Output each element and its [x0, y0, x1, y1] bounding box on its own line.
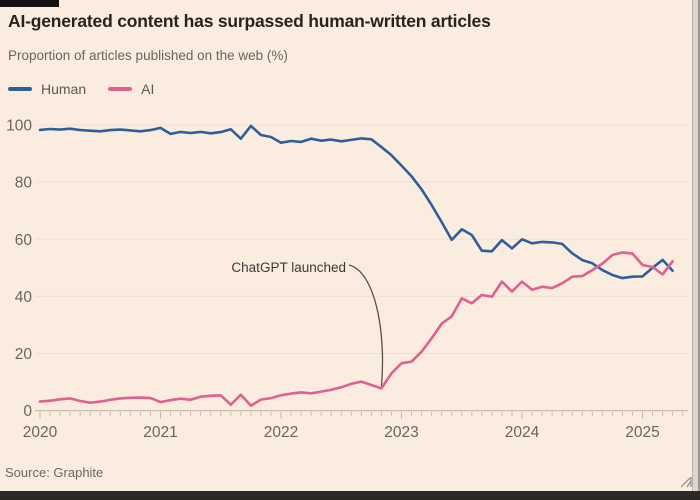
y-axis-labels: 0 20 40 60 80 100: [6, 118, 32, 421]
annotation-label: ChatGPT launched: [231, 260, 346, 275]
ai-line: [38, 251, 674, 407]
legend-item-human: Human: [8, 81, 86, 97]
y-tick-label: 80: [15, 175, 33, 192]
x-tick-label: 2023: [384, 424, 418, 441]
x-axis-labels: 2020 2021 2022 2023 2024 2025: [23, 424, 660, 441]
y-tick-label: 0: [23, 403, 32, 420]
x-tick-label: 2025: [625, 424, 659, 441]
human-line: [38, 124, 674, 280]
data-series: [38, 124, 674, 407]
legend: Human AI: [8, 81, 154, 97]
legend-item-ai: AI: [108, 81, 154, 97]
x-tick-label: 2020: [23, 424, 58, 441]
top-left-black-bar: [0, 0, 59, 7]
legend-label-human: Human: [41, 81, 87, 97]
x-axis: [35, 410, 688, 419]
chart-subtitle: Proportion of articles published on the …: [8, 48, 288, 63]
legend-label-ai: AI: [141, 81, 155, 97]
annotation-connector: [348, 264, 384, 386]
x-tick-label: 2022: [264, 424, 298, 441]
right-edge-strip: [692, 0, 700, 500]
x-tick-label: 2021: [143, 424, 177, 441]
ai-line-swatch: [108, 87, 133, 91]
annotation-curve: [348, 264, 384, 386]
source-label: Source: Graphite: [5, 465, 104, 480]
y-tick-label: 20: [15, 346, 33, 363]
chart-title: AI-generated content has surpassed human…: [8, 11, 491, 31]
y-tick-label: 40: [15, 289, 33, 306]
human-line-swatch: [8, 87, 32, 91]
bottom-dark-bar: [0, 491, 700, 500]
y-tick-label: 60: [15, 232, 33, 249]
y-tick-label: 100: [6, 118, 32, 135]
annotation-text: ChatGPT launched: [231, 260, 346, 275]
resize-handle-icon[interactable]: [681, 477, 692, 488]
gridlines: [35, 124, 688, 355]
x-tick-label: 2024: [505, 424, 540, 441]
